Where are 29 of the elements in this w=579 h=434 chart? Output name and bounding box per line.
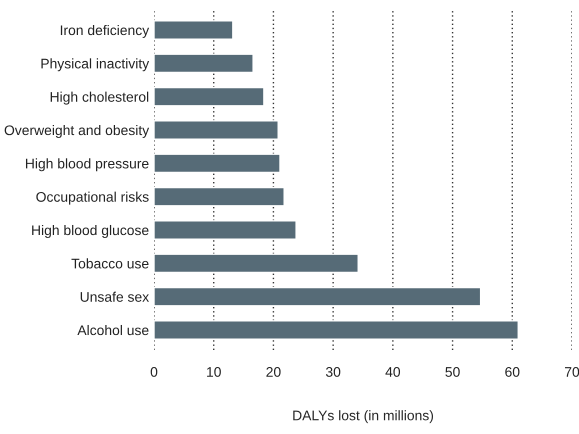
y-tick-label: Overweight and obesity xyxy=(4,124,150,138)
x-tick-label: 10 xyxy=(207,367,221,377)
bar xyxy=(154,120,279,140)
bar xyxy=(154,153,281,174)
y-tick-label: Tobacco use xyxy=(71,258,149,269)
y-tick-label: Iron deficiency xyxy=(60,24,150,38)
y-tick-label: High blood pressure xyxy=(26,158,149,172)
y-tick-label: Occupational risks xyxy=(36,192,149,205)
bar xyxy=(154,220,297,240)
y-tick-label: Unsafe sex xyxy=(80,292,149,302)
x-tick-label: 70 xyxy=(564,367,579,377)
x-tick-label: 40 xyxy=(385,367,400,377)
bar xyxy=(154,53,254,74)
x-axis-title: DALYs lost (in millions) xyxy=(293,410,434,424)
bar xyxy=(154,320,519,340)
x-tick-label: 0 xyxy=(150,367,158,377)
bar xyxy=(154,286,482,307)
y-tick-label: High cholesterol xyxy=(50,92,148,105)
x-tick-label: 30 xyxy=(326,367,340,377)
bar xyxy=(154,86,265,107)
bar xyxy=(154,20,234,40)
bar xyxy=(154,253,359,274)
y-tick-label: Physical inactivity xyxy=(41,58,150,72)
y-tick-label: Alcohol use xyxy=(77,324,149,336)
x-tick-label: 20 xyxy=(266,367,281,377)
bar xyxy=(154,186,285,207)
y-tick-label: High blood glucose xyxy=(32,224,149,238)
x-tick-label: 60 xyxy=(505,367,520,377)
x-tick-label: 50 xyxy=(445,367,460,377)
